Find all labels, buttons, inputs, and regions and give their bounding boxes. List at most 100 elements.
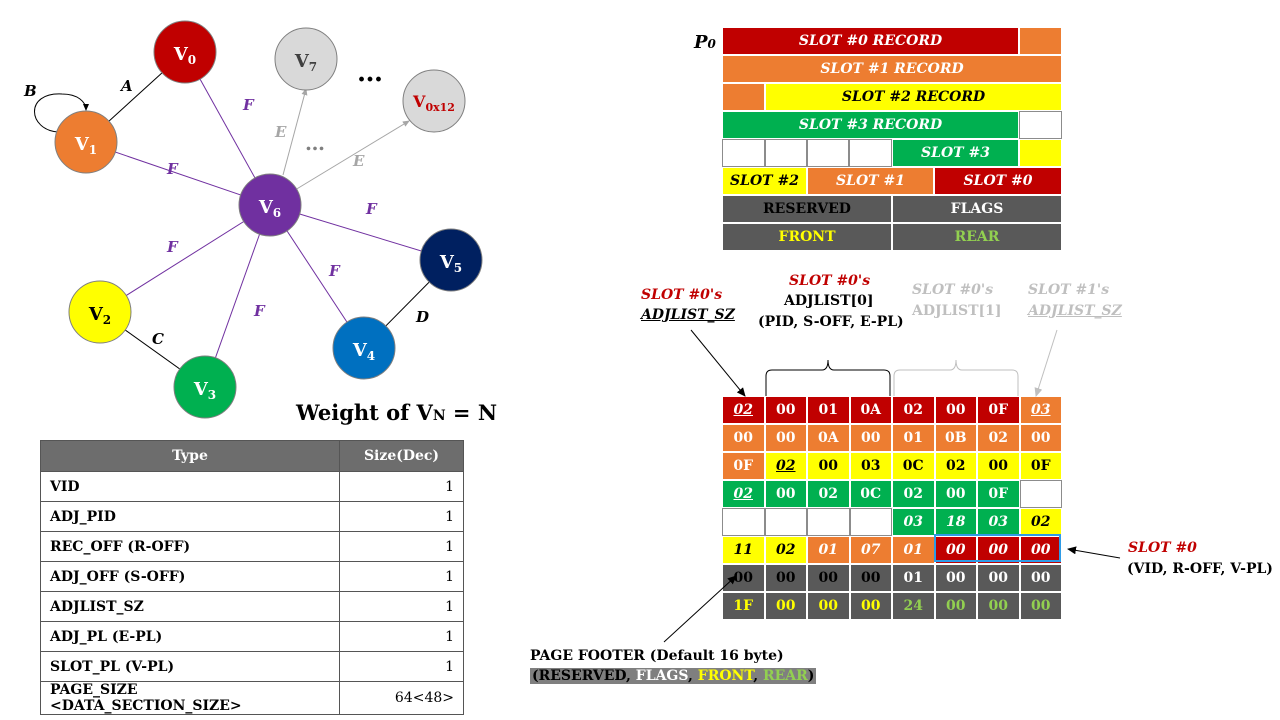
- page-footer-fields: (RESERVED, FLAGS, FRONT, REAR): [530, 668, 817, 684]
- slot1-record: SLOT #1 RECORD: [722, 55, 1062, 83]
- type-size: 1: [339, 501, 464, 532]
- edge-label-f-v2: F: [166, 238, 179, 256]
- edge-label-f-v5: F: [365, 200, 378, 218]
- edge-v1-self-loop: [34, 93, 89, 133]
- page-hex-dump: 02 00 01 0A 02 00 0F 03 00 00 0A 00 01 0B 02 00 0F 02 00 03…: [722, 396, 1062, 620]
- hex-byte-cell: 00: [764, 564, 807, 592]
- node-v3: V3: [173, 355, 237, 419]
- hex-byte-cell: 0F: [722, 452, 765, 480]
- edge-v6-v3: [204, 204, 271, 388]
- type-size-table: Type Size(Dec) VID 1 ADJ_PID 1 REC_OFF (R-…: [40, 440, 464, 715]
- free-space: [765, 139, 807, 167]
- node-v7: V7: [274, 27, 338, 91]
- hex-byte-cell: 00: [977, 536, 1020, 564]
- hex-byte-cell: 00: [1019, 424, 1062, 452]
- hex-byte-cell: 00: [849, 424, 892, 452]
- slot2-record: SLOT #2 RECORD: [765, 83, 1062, 111]
- slot1-record-start: [1019, 27, 1062, 55]
- hex-byte-cell: 01: [892, 536, 935, 564]
- hex-byte-cell: 00: [977, 452, 1020, 480]
- hex-byte-cell: 24: [892, 592, 935, 620]
- footer-flags: FLAGS: [892, 195, 1062, 223]
- hex-byte-cell: 03: [1019, 396, 1062, 424]
- hex-byte-cell: 00: [977, 592, 1020, 620]
- slot3-entry: SLOT #3: [892, 139, 1019, 167]
- node-v0: V0: [153, 20, 217, 84]
- slot0-adjlist0-fields: (PID, S-OFF, E-PL): [758, 314, 904, 330]
- hex-byte-cell: 00: [934, 564, 977, 592]
- table-header-type: Type: [40, 440, 340, 472]
- hex-byte-cell: 00: [1019, 564, 1062, 592]
- hex-byte-cell: 0F: [1019, 452, 1062, 480]
- svg-text:V7: V7: [294, 51, 317, 74]
- edge-v6-v7: [282, 88, 308, 176]
- slot0-adjlist0-caption: SLOT #0's: [789, 273, 871, 289]
- hex-byte-cell: 02: [807, 480, 850, 508]
- slot1-entry: SLOT #1: [807, 167, 934, 195]
- hex-byte-cell: 00: [934, 480, 977, 508]
- slot1-record-end: [722, 83, 765, 111]
- edge-label-c: C: [152, 330, 164, 348]
- ellipsis-top: …: [357, 58, 383, 88]
- hex-byte-cell: 01: [892, 424, 935, 452]
- free-space: [849, 139, 892, 167]
- table-row: ADJLIST_SZ 1: [40, 591, 464, 622]
- node-v1: V1: [54, 110, 118, 174]
- footer-front: FRONT: [722, 223, 892, 251]
- hex-byte-cell: 00: [1019, 592, 1062, 620]
- type-name: SLOT_PL (V-PL): [40, 651, 340, 682]
- type-size: 64<48>: [339, 681, 464, 715]
- hex-byte-cell: 01: [807, 536, 850, 564]
- page-layout-block: SLOT #0 RECORD SLOT #1 RECORD SLOT #2 RE…: [722, 27, 1062, 251]
- page-label: P0: [694, 32, 716, 53]
- hex-byte-cell: 02: [892, 396, 935, 424]
- free-space: [1019, 111, 1062, 139]
- hex-byte-cell: 02: [722, 396, 765, 424]
- edge-label-f-v1: F: [166, 160, 179, 178]
- table-header-row: Type Size(Dec): [40, 440, 464, 472]
- hex-byte-cell: 02: [892, 480, 935, 508]
- type-name: REC_OFF (R-OFF): [40, 531, 340, 562]
- hex-byte-cell: 00: [722, 564, 765, 592]
- hex-byte-cell: 00: [764, 396, 807, 424]
- hex-byte-cell: [722, 508, 765, 536]
- hex-byte-cell: 00: [764, 424, 807, 452]
- svg-text:V5: V5: [439, 252, 462, 275]
- hex-byte-cell: 00: [977, 564, 1020, 592]
- type-size: 1: [339, 561, 464, 592]
- footer-reserved: RESERVED: [722, 195, 892, 223]
- hex-byte-cell: 02: [1019, 508, 1062, 536]
- type-size: 1: [339, 531, 464, 562]
- svg-text:V1: V1: [74, 134, 97, 157]
- slot2-entry: SLOT #2: [722, 167, 807, 195]
- hex-byte-cell: 01: [807, 396, 850, 424]
- type-size: 1: [339, 471, 464, 502]
- slot0-adjlist0-name: ADJLIST[0]: [784, 293, 874, 309]
- hex-byte-cell: 00: [934, 592, 977, 620]
- edge-label-f-v4: F: [328, 262, 341, 280]
- hex-byte-cell: 00: [807, 592, 850, 620]
- edge-label-d: D: [415, 308, 429, 326]
- hex-byte-cell: 02: [977, 424, 1020, 452]
- hex-byte-cell: 0F: [977, 396, 1020, 424]
- edge-label-f-v3: F: [253, 302, 266, 320]
- slot0-adjlist-sz-name: ADJLIST_SZ: [641, 307, 735, 323]
- table-row: ADJ_PID 1: [40, 501, 464, 532]
- hex-byte-cell: 02: [722, 480, 765, 508]
- hex-byte-cell: 0A: [849, 396, 892, 424]
- hex-byte-cell: 18: [934, 508, 977, 536]
- edge-label-e-v0x12: E: [352, 152, 365, 170]
- hex-byte-cell: 00: [807, 452, 850, 480]
- hex-byte-cell: 00: [764, 592, 807, 620]
- arrow-slot0-adjlist-sz: [690, 329, 746, 397]
- slot2-entry-start: [1019, 139, 1062, 167]
- hex-byte-cell: [1019, 480, 1062, 508]
- hex-byte-cell: 00: [807, 564, 850, 592]
- node-v0x12: V0x12: [402, 69, 466, 133]
- type-name: PAGE_SIZE <DATA_SECTION_SIZE>: [40, 681, 340, 715]
- hex-byte-cell: 0C: [849, 480, 892, 508]
- type-name: ADJLIST_SZ: [40, 591, 340, 622]
- slot0-adjlist-sz-caption: SLOT #0's: [641, 287, 723, 303]
- graph-diagram: V0 V1 V2 V3 V4 V5 V6 V7 V0x12 A B C D F …: [23, 20, 483, 419]
